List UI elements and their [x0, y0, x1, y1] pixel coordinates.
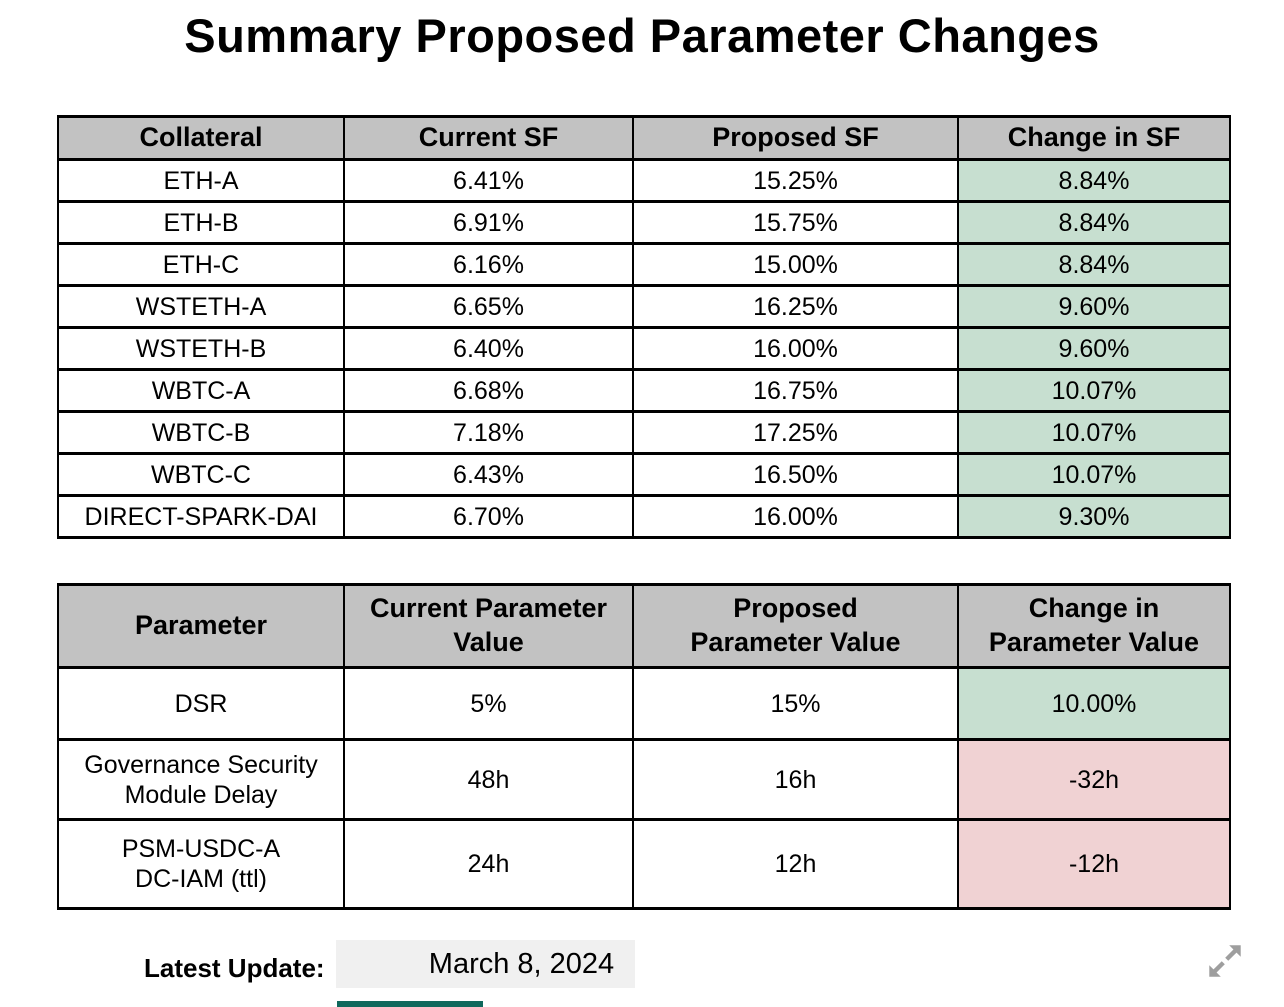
header-proposed-sf: Proposed SF	[632, 115, 959, 161]
cell-collateral: WBTC-B	[57, 410, 345, 455]
expand-button[interactable]	[1202, 934, 1248, 988]
cell-proposed-value: 15%	[632, 666, 959, 741]
header-parameter: Parameter	[57, 583, 345, 669]
cell-proposed-value: 16h	[632, 738, 959, 821]
parameter-table: Parameter Current Parameter Value Propos…	[57, 583, 1231, 910]
cell-current-sf: 6.43%	[343, 452, 634, 497]
cell-change-sf: 8.84%	[957, 158, 1231, 203]
latest-update-value: March 8, 2024	[336, 940, 635, 988]
cell-proposed-sf: 17.25%	[632, 410, 959, 455]
param-header-row: Parameter Current Parameter Value Propos…	[57, 583, 1231, 669]
table-row: ETH-A 6.41% 15.25% 8.84%	[57, 158, 1231, 203]
cell-collateral: DIRECT-SPARK-DAI	[57, 494, 345, 539]
cell-current-sf: 6.41%	[343, 158, 634, 203]
cell-change-sf: 10.07%	[957, 368, 1231, 413]
table-row: ETH-B 6.91% 15.75% 8.84%	[57, 200, 1231, 245]
cell-proposed-sf: 16.25%	[632, 284, 959, 329]
cell-change-value: -12h	[957, 818, 1231, 910]
cell-parameter: PSM-USDC-A DC-IAM (ttl)	[57, 818, 345, 910]
cell-proposed-sf: 16.00%	[632, 326, 959, 371]
bottom-accent-strip	[337, 1001, 483, 1007]
header-proposed-value: Proposed Parameter Value	[632, 583, 959, 669]
header-current-sf: Current SF	[343, 115, 634, 161]
cell-change-value: 10.00%	[957, 666, 1231, 741]
cell-current-sf: 6.40%	[343, 326, 634, 371]
cell-collateral: WSTETH-B	[57, 326, 345, 371]
cell-collateral: WSTETH-A	[57, 284, 345, 329]
header-current-value: Current Parameter Value	[343, 583, 634, 669]
cell-current-sf: 6.65%	[343, 284, 634, 329]
table-row: WSTETH-A 6.65% 16.25% 9.60%	[57, 284, 1231, 329]
table-row: ETH-C 6.16% 15.00% 8.84%	[57, 242, 1231, 287]
cell-proposed-sf: 15.00%	[632, 242, 959, 287]
table-row: DIRECT-SPARK-DAI 6.70% 16.00% 9.30%	[57, 494, 1231, 539]
cell-change-sf: 8.84%	[957, 242, 1231, 287]
stability-fee-table: Collateral Current SF Proposed SF Change…	[57, 115, 1231, 539]
cell-proposed-sf: 15.75%	[632, 200, 959, 245]
table-row: DSR 5% 15% 10.00%	[57, 666, 1231, 741]
cell-change-sf: 9.60%	[957, 284, 1231, 329]
cell-proposed-sf: 15.25%	[632, 158, 959, 203]
cell-parameter: DSR	[57, 666, 345, 741]
cell-current-value: 24h	[343, 818, 634, 910]
cell-current-sf: 6.16%	[343, 242, 634, 287]
table-row: WSTETH-B 6.40% 16.00% 9.60%	[57, 326, 1231, 371]
cell-current-sf: 7.18%	[343, 410, 634, 455]
cell-change-sf: 8.84%	[957, 200, 1231, 245]
table-row: PSM-USDC-A DC-IAM (ttl) 24h 12h -12h	[57, 818, 1231, 910]
cell-current-value: 48h	[343, 738, 634, 821]
cell-current-sf: 6.68%	[343, 368, 634, 413]
cell-proposed-sf: 16.75%	[632, 368, 959, 413]
cell-change-value: -32h	[957, 738, 1231, 821]
cell-collateral: WBTC-C	[57, 452, 345, 497]
cell-current-sf: 6.70%	[343, 494, 634, 539]
sf-header-row: Collateral Current SF Proposed SF Change…	[57, 115, 1231, 161]
table-row: WBTC-C 6.43% 16.50% 10.07%	[57, 452, 1231, 497]
page-title: Summary Proposed Parameter Changes	[184, 9, 1100, 62]
cell-parameter: Governance Security Module Delay	[57, 738, 345, 821]
latest-update-label: Latest Update:	[144, 953, 325, 983]
cell-collateral: WBTC-A	[57, 368, 345, 413]
cell-proposed-sf: 16.00%	[632, 494, 959, 539]
header-change-sf: Change in SF	[957, 115, 1231, 161]
table-row: Governance Security Module Delay 48h 16h…	[57, 738, 1231, 821]
header-change-value: Change in Parameter Value	[957, 583, 1231, 669]
cell-change-sf: 9.30%	[957, 494, 1231, 539]
expand-arrows-icon	[1209, 945, 1241, 977]
table-row: WBTC-A 6.68% 16.75% 10.07%	[57, 368, 1231, 413]
cell-collateral: ETH-A	[57, 158, 345, 203]
cell-current-value: 5%	[343, 666, 634, 741]
cell-change-sf: 10.07%	[957, 452, 1231, 497]
cell-collateral: ETH-B	[57, 200, 345, 245]
cell-proposed-value: 12h	[632, 818, 959, 910]
cell-collateral: ETH-C	[57, 242, 345, 287]
cell-change-sf: 9.60%	[957, 326, 1231, 371]
cell-change-sf: 10.07%	[957, 410, 1231, 455]
table-row: WBTC-B 7.18% 17.25% 10.07%	[57, 410, 1231, 455]
header-collateral: Collateral	[57, 115, 345, 161]
cell-proposed-sf: 16.50%	[632, 452, 959, 497]
cell-current-sf: 6.91%	[343, 200, 634, 245]
